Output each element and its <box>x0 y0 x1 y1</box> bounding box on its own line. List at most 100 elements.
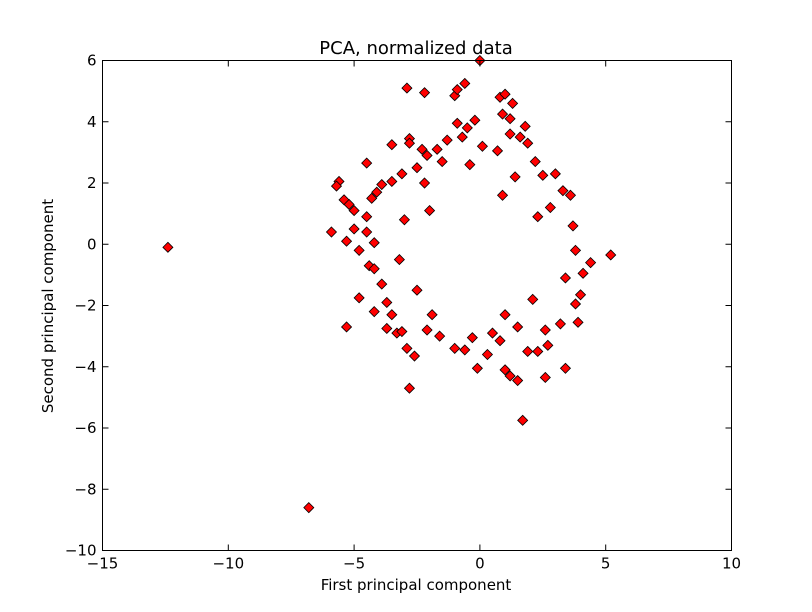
data-point <box>393 253 405 266</box>
data-point <box>162 241 174 253</box>
data-point <box>325 226 338 238</box>
y-tick-label: 6 <box>87 52 97 70</box>
data-point <box>368 306 380 318</box>
data-point <box>348 223 360 235</box>
data-point <box>401 342 413 354</box>
data-point <box>371 186 383 198</box>
data-point <box>421 149 433 162</box>
data-point <box>403 382 416 394</box>
data-point <box>411 284 423 296</box>
data-point <box>456 131 468 143</box>
data-point <box>537 169 549 181</box>
data-point <box>368 237 380 249</box>
data-point <box>559 272 572 284</box>
data-point <box>418 87 431 99</box>
y-tick-label: −8 <box>74 480 96 498</box>
data-point <box>522 137 534 149</box>
data-point <box>416 143 428 155</box>
data-point <box>559 362 572 374</box>
data-point <box>459 77 471 90</box>
data-point <box>376 178 388 191</box>
data-point <box>494 335 506 347</box>
points-layer <box>162 54 617 514</box>
chart-title: PCA, normalized data <box>319 38 512 59</box>
x-axis-label: First principal component <box>321 576 512 594</box>
data-point <box>512 321 524 333</box>
data-point <box>504 370 516 382</box>
data-point <box>436 155 448 168</box>
data-point <box>386 139 398 151</box>
data-point <box>408 350 421 362</box>
data-point <box>343 198 355 211</box>
x-tick-label: −5 <box>343 555 365 573</box>
data-point <box>353 244 365 256</box>
data-point <box>504 128 516 140</box>
data-point <box>461 122 473 134</box>
data-point <box>577 267 589 279</box>
y-tick-label: 2 <box>87 174 97 192</box>
data-point <box>527 293 539 305</box>
data-point <box>381 296 393 309</box>
y-tick-label: 0 <box>87 235 97 253</box>
data-point <box>569 298 582 310</box>
data-point <box>449 342 461 354</box>
data-point <box>512 374 524 387</box>
data-point <box>542 339 554 351</box>
data-point <box>574 289 587 301</box>
y-tick-label: −2 <box>74 297 96 315</box>
data-point <box>549 168 561 180</box>
data-point <box>441 134 453 146</box>
data-point <box>585 257 597 269</box>
data-point <box>554 318 566 330</box>
data-point <box>303 502 315 514</box>
data-point <box>386 309 398 321</box>
data-point <box>496 189 509 201</box>
y-tick-label: −10 <box>65 542 97 560</box>
data-point <box>491 145 504 157</box>
data-point <box>464 159 476 171</box>
data-point <box>564 189 577 201</box>
data-point <box>361 211 373 223</box>
data-point <box>499 309 511 321</box>
x-tick-label: 5 <box>601 555 611 573</box>
data-point <box>348 204 360 217</box>
data-point <box>569 244 582 256</box>
data-point <box>572 316 584 328</box>
data-point <box>499 364 511 376</box>
data-point <box>421 324 433 336</box>
data-point <box>557 185 569 197</box>
data-point <box>424 204 436 217</box>
data-point <box>451 84 463 96</box>
data-point <box>544 201 556 214</box>
x-tick-label: 0 <box>475 555 485 573</box>
data-point <box>509 171 521 183</box>
data-point <box>514 131 526 143</box>
data-point <box>396 325 408 338</box>
data-point <box>519 120 531 132</box>
data-point <box>496 108 509 120</box>
data-point <box>330 180 343 192</box>
data-point <box>522 345 534 358</box>
data-point <box>401 82 413 94</box>
data-point <box>376 278 388 290</box>
plot-frame <box>102 60 732 551</box>
data-point <box>386 175 398 188</box>
x-tick-label: −15 <box>87 555 119 573</box>
data-point <box>431 143 443 155</box>
x-tick-label: 10 <box>722 555 741 573</box>
data-point <box>403 137 416 149</box>
data-point <box>481 348 494 361</box>
data-point <box>361 226 373 238</box>
data-point <box>466 332 478 344</box>
data-point <box>340 235 353 247</box>
data-point <box>366 192 378 204</box>
data-point <box>517 414 529 426</box>
data-point <box>471 362 483 374</box>
data-point <box>539 371 551 384</box>
data-point <box>398 214 410 226</box>
y-axis-label: Second principal component <box>39 199 57 413</box>
data-point <box>469 114 481 126</box>
